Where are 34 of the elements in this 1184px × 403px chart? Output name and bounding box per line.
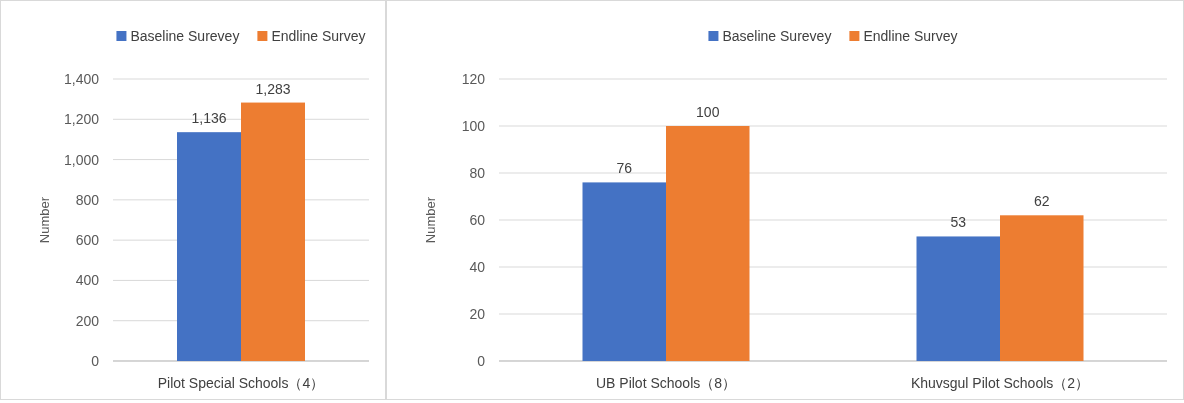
y-tick-label: 20 (469, 306, 486, 322)
text: 1,283 (255, 80, 291, 97)
x-tick-label: UB Pilot Schools（8） (595, 375, 737, 391)
y-tick-label: 1,000 (63, 151, 100, 168)
data-label: 76 (616, 160, 633, 177)
x-tick-label: Khuvsgul Pilot Schools（2） (910, 375, 1090, 391)
y-tick-label: 80 (469, 165, 486, 181)
bar (582, 182, 666, 361)
y-tick-label: 60 (469, 212, 486, 228)
data-label: 62 (1033, 193, 1050, 210)
y-tick-label: 1,400 (63, 71, 100, 87)
legend-label: Baseline Surevey (130, 28, 240, 44)
y-axis-title: Number (37, 196, 52, 244)
legend-label: Baseline Surevey (722, 28, 832, 44)
y-tick-label: 0 (91, 353, 100, 369)
y-tick-label: 800 (75, 191, 100, 208)
y-tick-label: 400 (75, 272, 100, 289)
y-tick-label: 100 (461, 118, 486, 134)
y-tick-label: 0 (477, 353, 486, 369)
y-tick-label: 600 (75, 232, 100, 249)
bar (916, 236, 1000, 361)
data-label: 53 (950, 214, 967, 231)
bar (666, 126, 750, 361)
legend-label: Endline Survey (271, 28, 366, 44)
legend-label: Endline Survey (863, 28, 958, 44)
y-tick-label: 40 (469, 259, 486, 275)
y-tick-label: 200 (75, 312, 100, 329)
y-tick-label: 1,200 (63, 111, 100, 128)
y-axis-title: Number (423, 196, 438, 244)
y-tick-label: 120 (461, 71, 486, 87)
text: 1,136 (191, 110, 227, 127)
bar (1000, 215, 1084, 361)
x-tick-label: Pilot Special Schools（4） (157, 375, 325, 391)
data-label: 100 (696, 104, 720, 120)
